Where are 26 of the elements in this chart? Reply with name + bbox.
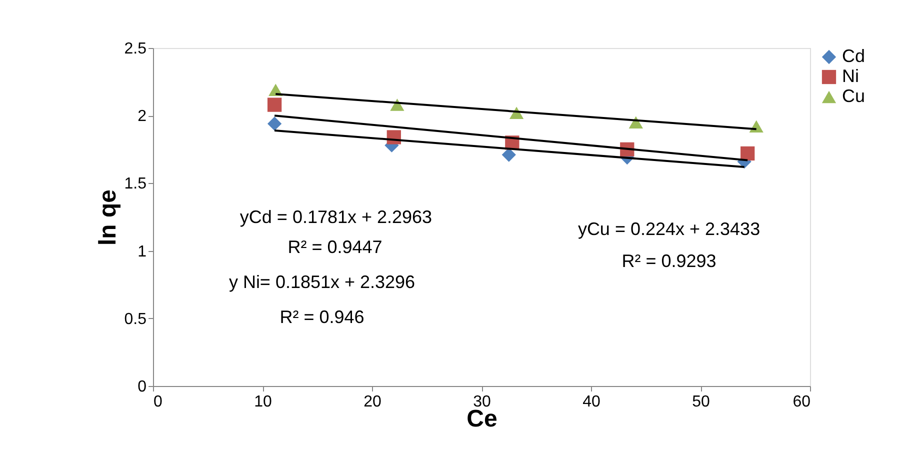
y-tick-label: 1 <box>138 243 147 260</box>
point <box>740 146 755 161</box>
legend-label: Cu <box>842 86 866 106</box>
annotation: yCd = 0.1781x + 2.2963 <box>240 207 432 227</box>
y-axis-title: ln qe <box>94 189 122 246</box>
x-tick-label: 50 <box>692 394 710 410</box>
annotation: yCu = 0.224x + 2.3433 <box>578 219 760 239</box>
y-tick-label: 0 <box>138 378 147 396</box>
y-tick-label: 2 <box>138 108 147 126</box>
x-tick-label: 10 <box>254 394 272 410</box>
x-tick-label: 60 <box>792 394 811 410</box>
x-tick-label: 20 <box>364 394 382 410</box>
x-tick-label: 40 <box>582 394 600 410</box>
annotation: R² = 0.9447 <box>288 237 382 257</box>
legend-label: Ni <box>842 66 859 86</box>
point <box>267 98 282 112</box>
y-tick-label: 1.5 <box>124 176 147 193</box>
y-tick-label: 0.5 <box>124 310 147 328</box>
annotation: R² = 0.9293 <box>622 251 716 271</box>
point <box>502 148 516 162</box>
x-tick-label: 0 <box>154 394 162 410</box>
legend-label: Cd <box>842 46 866 66</box>
annotation: R² = 0.946 <box>280 307 364 327</box>
point <box>267 116 282 131</box>
annotation: y Ni= 0.1851x + 2.3296 <box>228 272 416 292</box>
y-tick-label: 2.5 <box>124 40 147 58</box>
